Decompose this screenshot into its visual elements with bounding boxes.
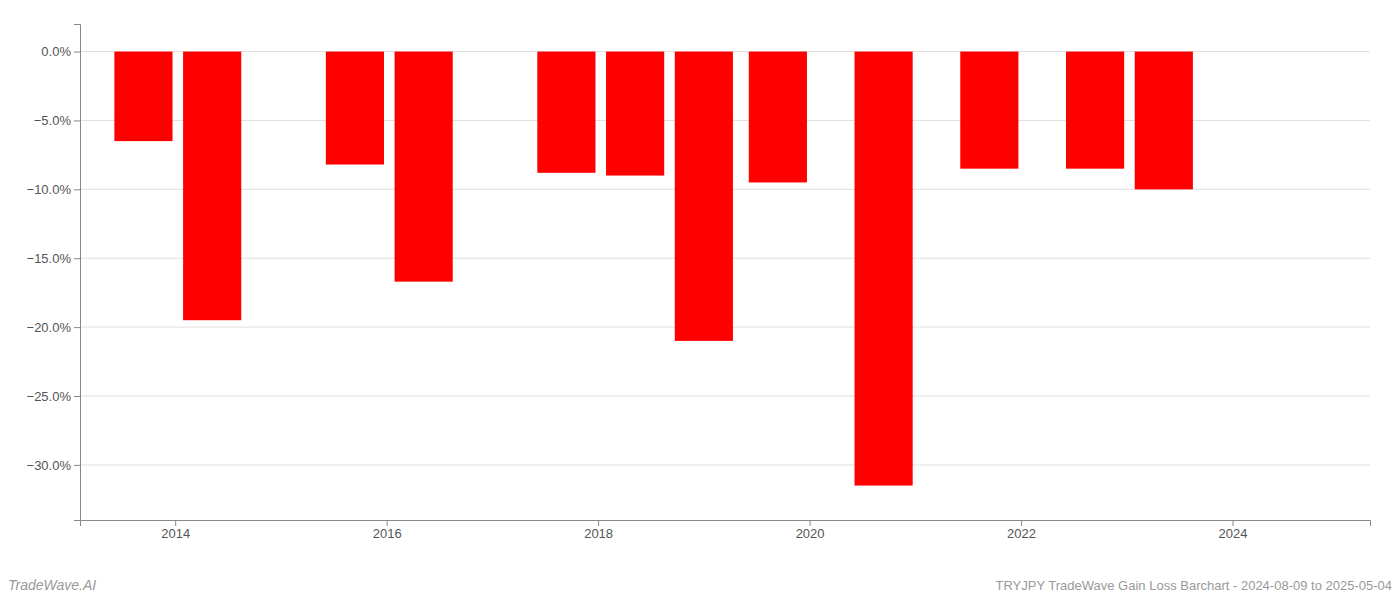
watermark: TradeWave.AI bbox=[8, 577, 96, 593]
grid bbox=[80, 52, 1370, 465]
x-tick-label: 2016 bbox=[373, 526, 402, 541]
bar bbox=[960, 52, 1018, 169]
grid-line bbox=[80, 464, 1370, 465]
y-tick-label: −30.0% bbox=[27, 458, 72, 473]
x-tick: 2016 bbox=[373, 520, 402, 541]
y-tick: −15.0% bbox=[27, 251, 80, 266]
y-tick-label: −20.0% bbox=[27, 320, 72, 335]
y-tick: 0.0% bbox=[41, 44, 80, 59]
grid-line bbox=[80, 396, 1370, 397]
y-tick: −5.0% bbox=[34, 113, 80, 128]
y-tick-label: −25.0% bbox=[27, 389, 72, 404]
x-axis: 2014 2016 2018 2020 2022 2024 bbox=[81, 520, 1371, 541]
x-tick: 2014 bbox=[161, 520, 190, 541]
x-tick: 2022 bbox=[1007, 520, 1036, 541]
y-tick-mark bbox=[74, 258, 80, 259]
bar bbox=[183, 52, 241, 321]
x-tick-label: 2020 bbox=[796, 526, 825, 541]
bars bbox=[114, 52, 1193, 486]
chart: 2014 2016 2018 2020 2022 2024 0.0% −5.0% −10.0% −… bbox=[0, 0, 1400, 600]
x-tick-mark bbox=[810, 520, 811, 526]
bar bbox=[395, 52, 453, 282]
y-tick-label: 0.0% bbox=[41, 44, 71, 59]
x-tick-label: 2022 bbox=[1007, 526, 1036, 541]
y-tick-label: −10.0% bbox=[27, 182, 72, 197]
y-tick-label: −15.0% bbox=[27, 251, 72, 266]
y-tick-mark bbox=[74, 396, 80, 397]
x-tick: 2020 bbox=[796, 520, 825, 541]
x-tick: 2024 bbox=[1219, 520, 1248, 541]
y-tick-mark bbox=[74, 120, 80, 121]
y-tick: −20.0% bbox=[27, 320, 80, 335]
y-tick-label: −5.0% bbox=[34, 113, 72, 128]
bar bbox=[114, 52, 172, 142]
y-tick: −10.0% bbox=[27, 182, 80, 197]
bottom-label: TRYJPY TradeWave Gain Loss Barchart - 20… bbox=[996, 578, 1392, 593]
bar bbox=[855, 52, 913, 486]
bar bbox=[675, 52, 733, 341]
y-tick-mark bbox=[74, 52, 80, 53]
y-tick-mark bbox=[74, 189, 80, 190]
x-axis-line bbox=[81, 521, 1371, 527]
x-tick-label: 2014 bbox=[161, 526, 190, 541]
y-tick-mark bbox=[74, 465, 80, 466]
x-tick-mark bbox=[175, 520, 176, 526]
x-tick-label: 2024 bbox=[1219, 526, 1248, 541]
y-tick: −25.0% bbox=[27, 389, 80, 404]
x-tick-mark bbox=[387, 520, 388, 526]
y-tick: −30.0% bbox=[27, 458, 80, 473]
y-tick-mark bbox=[74, 327, 80, 328]
bar bbox=[606, 52, 664, 176]
bar bbox=[749, 52, 807, 183]
bar bbox=[537, 52, 595, 173]
x-tick-mark bbox=[598, 520, 599, 526]
bar bbox=[1066, 52, 1124, 169]
x-tick-label: 2018 bbox=[584, 526, 613, 541]
x-tick: 2018 bbox=[584, 520, 613, 541]
bar bbox=[326, 52, 384, 165]
x-tick-mark bbox=[1233, 520, 1234, 526]
plot: 2014 2016 2018 2020 2022 2024 0.0% −5.0% −10.0% −… bbox=[27, 25, 1371, 542]
y-axis-line bbox=[74, 25, 81, 521]
x-tick-mark bbox=[1021, 520, 1022, 526]
y-axis: 0.0% −5.0% −10.0% −15.0% −20.0% −25.0% −30.0% bbox=[27, 25, 81, 521]
bar bbox=[1135, 52, 1193, 190]
